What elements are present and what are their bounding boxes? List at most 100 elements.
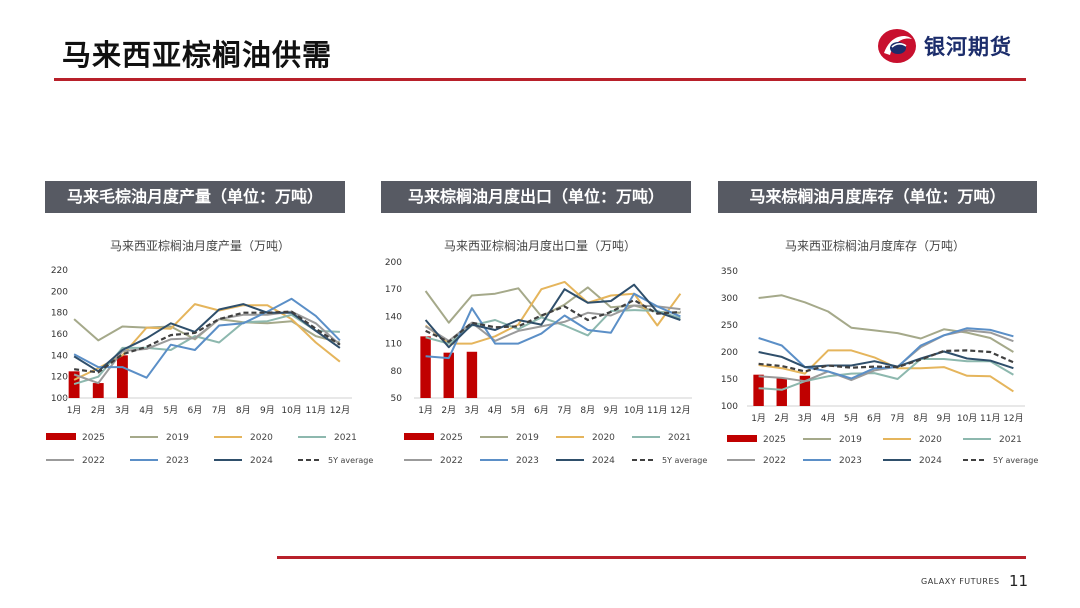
y-tick-label: 110 bbox=[385, 340, 402, 350]
chart-title: 马来西亚棕榈油月度库存（万吨） bbox=[785, 238, 965, 253]
series-line-2020 bbox=[424, 280, 682, 345]
x-tick-label: 12月 bbox=[330, 405, 350, 416]
x-tick-label: 12月 bbox=[670, 405, 690, 416]
legend-label: 2024 bbox=[592, 456, 615, 466]
bar-2025 bbox=[776, 377, 787, 406]
legend-label: 5Y average bbox=[993, 456, 1038, 465]
x-tick-label: 4月 bbox=[821, 413, 836, 424]
bar-2025 bbox=[420, 336, 431, 398]
series-line-2022 bbox=[73, 310, 341, 385]
x-tick-label: 8月 bbox=[913, 413, 928, 424]
x-tick-label: 2月 bbox=[91, 405, 106, 416]
footer-brand: GALAXY FUTURES bbox=[921, 577, 1000, 586]
x-tick-label: 4月 bbox=[139, 405, 154, 416]
bar-2025 bbox=[116, 355, 128, 398]
panel-header-inventory: 马来棕榈油月度库存（单位：万吨） bbox=[718, 181, 1037, 213]
x-tick-label: 3月 bbox=[465, 405, 480, 416]
page-number: 11 bbox=[1009, 572, 1029, 590]
panel-header-production: 马来毛棕油月度产量（单位：万吨） bbox=[45, 181, 345, 213]
y-tick-label: 140 bbox=[385, 312, 402, 322]
y-tick-label: 100 bbox=[721, 402, 738, 412]
legend-label: 2020 bbox=[250, 433, 273, 443]
series-line-2023 bbox=[425, 292, 681, 360]
x-tick-label: 5月 bbox=[511, 405, 526, 416]
y-tick-label: 200 bbox=[51, 287, 68, 297]
x-tick-label: 2月 bbox=[774, 413, 789, 424]
y-tick-label: 250 bbox=[721, 321, 738, 331]
y-tick-label: 200 bbox=[385, 258, 402, 268]
y-tick-label: 300 bbox=[721, 294, 738, 304]
series-line-2019 bbox=[758, 294, 1014, 353]
legend-label: 2025 bbox=[763, 435, 786, 445]
y-tick-label: 350 bbox=[721, 267, 738, 277]
brand-name: 银河期货 bbox=[924, 35, 1012, 59]
bar-2025 bbox=[68, 371, 80, 398]
x-tick-label: 8月 bbox=[580, 405, 595, 416]
legend-label: 2019 bbox=[516, 433, 539, 443]
y-tick-label: 80 bbox=[391, 367, 403, 377]
x-tick-label: 1月 bbox=[751, 413, 766, 424]
x-tick-label: 3月 bbox=[115, 405, 130, 416]
series-line-2024 bbox=[424, 283, 681, 349]
y-tick-label: 120 bbox=[51, 373, 68, 383]
panel-header-export: 马来棕榈油月度出口（单位：万吨） bbox=[381, 181, 691, 213]
series-line-5Y-average bbox=[425, 298, 681, 343]
x-tick-label: 12月 bbox=[1003, 413, 1023, 424]
chart-title: 马来西亚棕榈油月度产量（万吨） bbox=[110, 238, 290, 253]
legend-label: 2021 bbox=[999, 435, 1022, 445]
legend-label: 2023 bbox=[166, 456, 189, 466]
x-tick-label: 10月 bbox=[281, 405, 301, 416]
x-tick-label: 6月 bbox=[188, 405, 203, 416]
legend-swatch-2025 bbox=[404, 433, 434, 440]
legend-label: 2024 bbox=[250, 456, 273, 466]
legend-label: 2023 bbox=[516, 456, 539, 466]
legend-label: 2020 bbox=[919, 435, 942, 445]
x-tick-label: 3月 bbox=[798, 413, 813, 424]
y-tick-label: 150 bbox=[721, 375, 738, 385]
series-line-2022 bbox=[758, 329, 1014, 383]
x-tick-label: 11月 bbox=[647, 405, 667, 416]
legend-label: 5Y average bbox=[662, 456, 707, 465]
legend-label: 2019 bbox=[839, 435, 862, 445]
y-tick-label: 220 bbox=[51, 266, 68, 276]
series-line-5Y-average bbox=[73, 310, 341, 374]
slide-title: 马来西亚棕榈油供需 bbox=[62, 38, 333, 72]
legend-label: 2023 bbox=[839, 456, 862, 466]
x-tick-label: 1月 bbox=[418, 405, 433, 416]
bar-2025 bbox=[443, 352, 454, 398]
x-tick-label: 2月 bbox=[441, 405, 456, 416]
legend-label: 2020 bbox=[592, 433, 615, 443]
x-tick-label: 10月 bbox=[624, 405, 644, 416]
series-line-2024 bbox=[73, 303, 341, 373]
x-tick-label: 6月 bbox=[867, 413, 882, 424]
y-tick-label: 180 bbox=[51, 309, 68, 319]
x-tick-label: 9月 bbox=[260, 405, 275, 416]
x-tick-label: 5月 bbox=[163, 405, 178, 416]
footer-divider bbox=[277, 556, 1026, 559]
series-line-2020 bbox=[758, 349, 1014, 393]
legend-label: 2022 bbox=[82, 456, 105, 466]
x-tick-label: 8月 bbox=[236, 405, 251, 416]
inventory-chart: 马来西亚棕榈油月度库存（万吨） 100 150 200 250 300 350 1月 2月 3月 4… bbox=[721, 238, 1039, 466]
legend-label: 2024 bbox=[919, 456, 942, 466]
x-tick-label: 7月 bbox=[890, 413, 905, 424]
y-tick-label: 50 bbox=[391, 394, 403, 404]
y-tick-label: 170 bbox=[385, 285, 402, 295]
series-line-2024 bbox=[758, 350, 1014, 370]
legend-label: 2022 bbox=[440, 456, 463, 466]
chart-title: 马来西亚棕榈油月度出口量（万吨） bbox=[444, 238, 636, 253]
x-tick-label: 5月 bbox=[844, 413, 859, 424]
legend-swatch-2025 bbox=[727, 435, 757, 442]
x-tick-label: 7月 bbox=[212, 405, 227, 416]
y-tick-label: 100 bbox=[51, 394, 68, 404]
legend-label: 2025 bbox=[82, 433, 105, 443]
y-tick-label: 140 bbox=[51, 351, 68, 361]
series-line-2023 bbox=[73, 297, 341, 379]
galaxy-logo-icon bbox=[878, 29, 916, 63]
x-tick-label: 11月 bbox=[980, 413, 1000, 424]
x-tick-label: 11月 bbox=[306, 405, 326, 416]
x-tick-label: 1月 bbox=[67, 405, 82, 416]
title-divider bbox=[54, 78, 1026, 81]
x-tick-label: 7月 bbox=[557, 405, 572, 416]
bar-2025 bbox=[753, 374, 764, 406]
